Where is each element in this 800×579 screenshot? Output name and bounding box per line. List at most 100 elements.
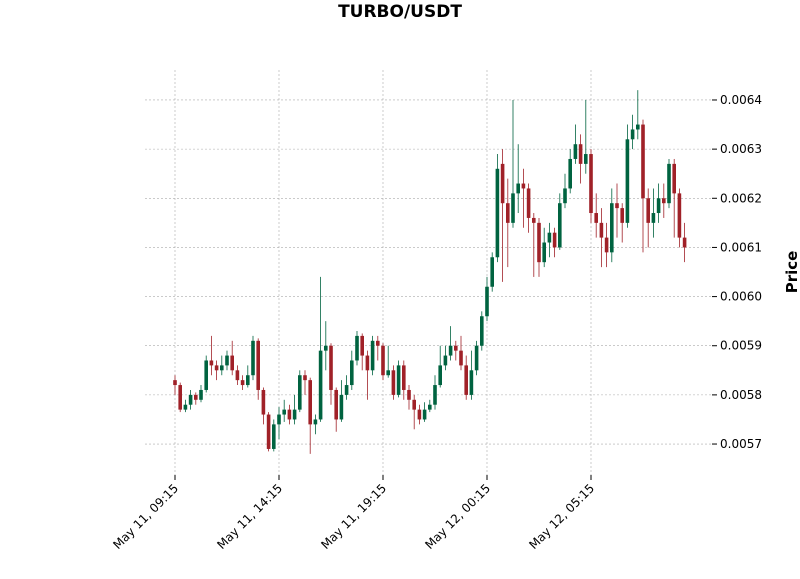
candle-body: [178, 385, 182, 410]
candle-body: [308, 380, 312, 425]
candle-body: [646, 198, 650, 223]
candle-body: [204, 360, 208, 390]
candle-body: [620, 208, 624, 223]
candle-body: [313, 419, 318, 425]
candle-body: [454, 345, 458, 351]
x-tick-label: May 11, 14:15: [214, 481, 285, 552]
candle-body: [282, 409, 286, 415]
candle-body: [516, 183, 520, 194]
candle-body: [240, 380, 245, 386]
candle-body: [521, 183, 526, 189]
candle-body: [360, 335, 364, 356]
y-tick-label: 0.0057: [720, 437, 762, 451]
candle-body: [651, 213, 656, 223]
candle-body: [662, 198, 666, 204]
candle-body: [526, 188, 531, 218]
candle-body: [568, 158, 572, 189]
candle-body: [188, 394, 193, 405]
y-tick-label: 0.0064: [720, 93, 762, 107]
candle-body: [532, 217, 536, 223]
candle-body: [599, 222, 604, 238]
candle-body: [552, 232, 557, 248]
y-tick-label: 0.0062: [720, 191, 762, 205]
candle-body: [407, 389, 411, 400]
candle-body: [194, 394, 198, 400]
candle-body: [246, 375, 250, 386]
candle-body: [298, 375, 302, 410]
candle-body: [610, 203, 614, 253]
candle-body: [324, 345, 328, 351]
x-tick-label: May 12, 00:15: [422, 481, 493, 552]
y-tick-label: 0.0059: [720, 339, 762, 353]
candle-body: [558, 203, 562, 248]
candle-body: [272, 424, 276, 449]
candle-body: [485, 286, 489, 317]
candle-body: [682, 237, 687, 248]
candle-body: [573, 144, 578, 159]
candle-body: [329, 345, 333, 390]
candle-body: [376, 340, 380, 346]
candle-body: [412, 399, 416, 410]
candle-body: [386, 370, 390, 376]
candle-body: [464, 365, 468, 395]
candle-body: [428, 404, 432, 410]
candle-body: [251, 340, 255, 376]
candle-body: [422, 409, 427, 420]
candle-body: [256, 340, 260, 390]
candle-body: [511, 193, 515, 223]
candle-body: [261, 389, 266, 415]
candle-body: [448, 345, 453, 356]
x-tick-label: May 12, 05:15: [526, 481, 597, 552]
x-tick-label: May 11, 19:15: [318, 481, 389, 552]
candle-body: [438, 365, 442, 386]
candle-body: [469, 370, 474, 395]
candle-body: [402, 365, 406, 390]
candle-body: [490, 257, 494, 287]
candle-body: [235, 370, 240, 381]
candle-body: [287, 409, 292, 420]
candle-body: [214, 365, 219, 371]
candle-body: [474, 345, 479, 371]
candle-body: [594, 213, 598, 223]
candle-body: [350, 360, 354, 386]
candle-body: [209, 360, 214, 366]
y-tick-label: 0.0060: [720, 290, 762, 304]
candle-body: [578, 144, 583, 164]
candle-body: [641, 124, 645, 199]
candle-body: [630, 129, 635, 140]
candle-body: [677, 193, 682, 238]
candle-body: [584, 154, 588, 164]
candle-body: [495, 168, 500, 258]
candle-body: [225, 355, 229, 366]
candle-body: [277, 414, 281, 425]
candle-body: [381, 345, 385, 376]
y-tick-label: 0.0058: [720, 388, 762, 402]
candle-body: [230, 355, 234, 371]
candle-body: [183, 404, 188, 410]
candle-body: [547, 232, 552, 243]
candle-body: [672, 163, 676, 194]
candle-body: [506, 203, 510, 223]
candle-body: [589, 154, 593, 214]
candle-body: [459, 350, 463, 366]
candle-body: [433, 385, 437, 405]
candle-body: [636, 124, 640, 130]
candle-body: [334, 389, 338, 420]
y-axis-label: Price: [783, 251, 800, 294]
candle-body: [604, 237, 609, 253]
candle-body: [656, 198, 661, 214]
candle-body: [625, 139, 630, 223]
candle-body: [303, 375, 307, 381]
candle-body: [173, 380, 177, 386]
candle-body: [615, 203, 619, 209]
candle-body: [417, 409, 422, 420]
candle-body: [370, 340, 375, 371]
candle-body: [220, 365, 224, 371]
candle-body: [339, 394, 344, 420]
x-tick-label: May 11, 09:15: [110, 481, 181, 552]
y-tick-label: 0.0063: [720, 142, 762, 156]
candle-body: [500, 163, 505, 204]
candle-body: [292, 409, 297, 420]
candle-body: [667, 163, 671, 204]
candle-body: [391, 370, 396, 395]
